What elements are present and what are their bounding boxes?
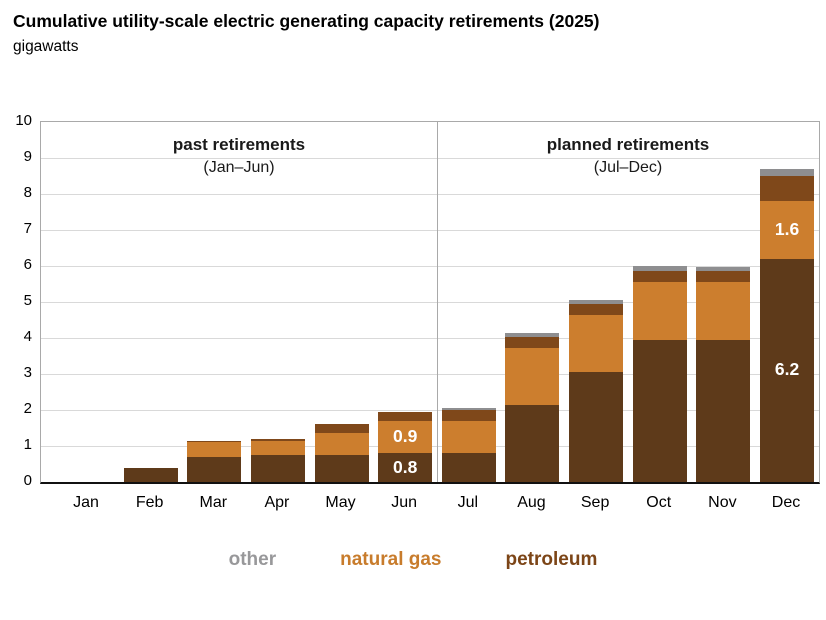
bar-sep bbox=[569, 299, 624, 482]
legend-item-petroleum: petroleum bbox=[505, 549, 598, 570]
annotation-planned-retirements: planned retirements (Jul–Dec) bbox=[468, 135, 788, 177]
bar-mar bbox=[187, 440, 242, 482]
chart-subtitle: gigawatts bbox=[13, 37, 79, 55]
petroleum-segment bbox=[760, 176, 815, 202]
bar-value-label: 6.2 bbox=[774, 359, 800, 380]
coal-segment bbox=[378, 453, 433, 482]
petroleum-segment bbox=[505, 336, 560, 348]
legend-item-natural-gas: natural gas bbox=[340, 549, 442, 570]
coal-segment bbox=[505, 405, 560, 482]
bar-jul bbox=[441, 408, 496, 482]
petroleum-segment bbox=[187, 440, 242, 443]
bar-feb bbox=[123, 467, 178, 482]
annotation-title: planned retirements bbox=[546, 135, 710, 154]
y-tick-label: 6 bbox=[23, 256, 32, 273]
chart-title: Cumulative utility-scale electric genera… bbox=[13, 11, 600, 31]
x-tick-label: Sep bbox=[580, 494, 610, 511]
legend-item-other: other bbox=[228, 549, 277, 570]
petroleum-segment bbox=[314, 424, 369, 434]
natural-gas-segment bbox=[569, 314, 624, 373]
y-tick-label: 0 bbox=[23, 472, 32, 489]
bar-oct bbox=[632, 266, 687, 482]
other-segment bbox=[760, 168, 815, 176]
bar-may bbox=[314, 424, 369, 482]
bar-value-label: 1.6 bbox=[774, 219, 800, 239]
bar-dec bbox=[760, 168, 815, 482]
other-segment bbox=[441, 408, 496, 410]
gridline bbox=[41, 302, 819, 303]
x-tick-label: Mar bbox=[199, 494, 228, 511]
x-tick-label: Feb bbox=[135, 494, 164, 511]
y-tick-label: 7 bbox=[23, 220, 32, 237]
coal-segment bbox=[569, 372, 624, 482]
y-tick-label: 8 bbox=[23, 184, 32, 201]
bar-value-label: 0.9 bbox=[393, 426, 418, 446]
title-block: Cumulative utility-scale electric genera… bbox=[13, 11, 813, 56]
coal-segment bbox=[187, 456, 242, 482]
bar-jun bbox=[378, 411, 433, 482]
natural-gas-segment bbox=[632, 282, 687, 340]
other-segment bbox=[569, 299, 624, 304]
bar-nov bbox=[696, 267, 751, 482]
y-tick-label: 1 bbox=[23, 436, 32, 453]
petroleum-segment bbox=[378, 411, 433, 421]
y-tick-label: 5 bbox=[23, 292, 32, 309]
coal-segment bbox=[696, 339, 751, 482]
natural-gas-segment bbox=[250, 440, 305, 455]
annotation-subtitle: (Jan–Jun) bbox=[203, 159, 275, 176]
y-tick-label: 3 bbox=[23, 364, 32, 381]
gridline bbox=[41, 338, 819, 339]
period-divider bbox=[437, 122, 439, 482]
plot-area: past retirements (Jan–Jun) planned retir… bbox=[40, 121, 820, 484]
y-tick-label: 2 bbox=[23, 400, 32, 417]
y-tick-label: 10 bbox=[15, 112, 32, 129]
coal-segment bbox=[441, 453, 496, 482]
bar-apr bbox=[250, 438, 305, 482]
gridline bbox=[41, 266, 819, 267]
natural-gas-segment bbox=[187, 442, 242, 457]
bar-value-label: 0.8 bbox=[393, 456, 418, 477]
gridline bbox=[41, 158, 819, 159]
gridline bbox=[41, 410, 819, 411]
y-tick-label: 9 bbox=[23, 148, 32, 165]
coal-segment bbox=[250, 455, 305, 482]
annotation-title: past retirements bbox=[172, 135, 306, 154]
natural-gas-segment bbox=[696, 282, 751, 340]
coal-segment bbox=[760, 258, 815, 482]
legend: other natural gas petroleum bbox=[0, 549, 826, 571]
gridline bbox=[41, 374, 819, 375]
x-tick-label: Dec bbox=[771, 494, 801, 511]
x-tick-label: Apr bbox=[264, 494, 290, 511]
petroleum-segment bbox=[441, 410, 496, 421]
x-tick-label: Jun bbox=[391, 494, 418, 511]
y-tick-label: 4 bbox=[23, 328, 32, 345]
x-tick-label: Jul bbox=[457, 494, 479, 511]
coal-segment bbox=[632, 339, 687, 482]
natural-gas-segment bbox=[441, 420, 496, 454]
natural-gas-segment bbox=[760, 201, 815, 259]
natural-gas-segment bbox=[314, 433, 369, 455]
annotation-past-retirements: past retirements (Jan–Jun) bbox=[79, 135, 399, 177]
other-segment bbox=[696, 267, 751, 272]
bar-aug bbox=[505, 333, 560, 482]
annotation-subtitle: (Jul–Dec) bbox=[593, 159, 663, 176]
other-segment bbox=[632, 266, 687, 272]
x-tick-label: Aug bbox=[517, 494, 546, 511]
petroleum-segment bbox=[569, 303, 624, 315]
petroleum-segment bbox=[696, 271, 751, 283]
petroleum-segment bbox=[632, 271, 687, 283]
other-segment bbox=[505, 333, 560, 337]
gridline bbox=[41, 194, 819, 195]
x-tick-label: Oct bbox=[646, 494, 672, 511]
natural-gas-segment bbox=[505, 347, 560, 406]
x-tick-label: May bbox=[325, 494, 356, 511]
gridline bbox=[41, 230, 819, 231]
coal-segment bbox=[123, 467, 178, 482]
coal-segment bbox=[314, 455, 369, 482]
petroleum-segment bbox=[250, 438, 305, 441]
natural-gas-segment bbox=[378, 420, 433, 454]
x-tick-label: Jan bbox=[73, 494, 99, 511]
x-tick-label: Nov bbox=[708, 494, 737, 511]
